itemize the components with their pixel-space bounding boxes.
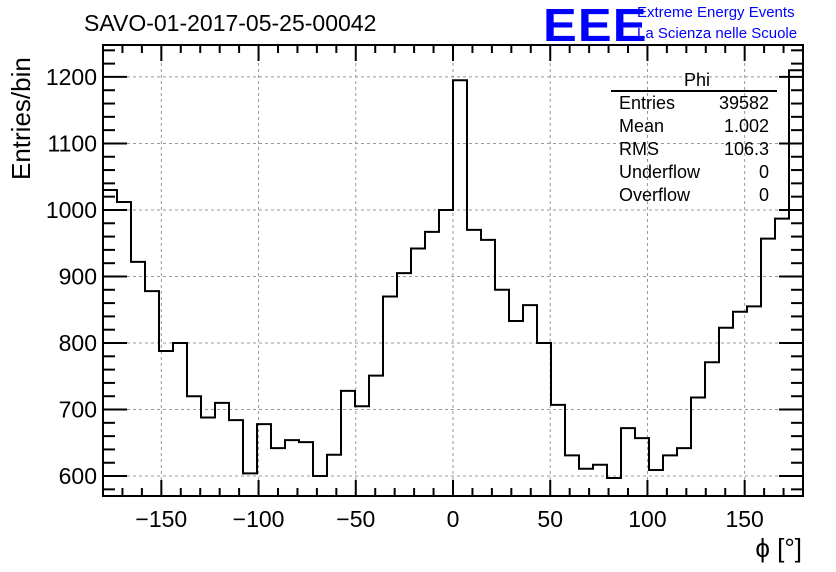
histogram-bin xyxy=(691,398,705,496)
histogram-bin xyxy=(537,343,551,496)
chart-title: SAVO-01-2017-05-25-00042 xyxy=(84,10,377,36)
logo-subtitle-1: Extreme Energy Events xyxy=(637,4,795,21)
y-axis-label: Entries/bin xyxy=(6,57,36,180)
stats-value: 0 xyxy=(758,162,769,182)
stats-label: Overflow xyxy=(619,185,691,205)
y-tick-label: 1100 xyxy=(48,130,97,156)
stats-row: Overflow 0 xyxy=(611,184,777,207)
histogram-bin xyxy=(117,202,131,496)
histogram-bin xyxy=(369,376,383,496)
stats-value: 0 xyxy=(758,185,769,205)
histogram-bin xyxy=(523,305,537,496)
histogram-bin xyxy=(719,328,733,496)
histogram-bin xyxy=(775,219,789,496)
stats-value: 1.002 xyxy=(723,116,769,136)
x-tick-label: −50 xyxy=(336,506,375,532)
x-tick-label: −100 xyxy=(233,506,285,532)
y-tick-label: 800 xyxy=(59,330,97,356)
histogram-bin xyxy=(425,232,439,496)
histogram-bin xyxy=(733,312,747,496)
x-tick-label: 150 xyxy=(725,506,763,532)
eee-logo: EEE xyxy=(543,0,648,51)
histogram-bin xyxy=(621,428,635,496)
x-tick-label: −150 xyxy=(135,506,187,532)
histogram-bin xyxy=(229,420,243,496)
y-tick-label: 1000 xyxy=(46,197,97,223)
histogram-bin xyxy=(565,455,579,496)
stats-row: Mean 1.002 xyxy=(611,115,777,138)
x-tick-label: 0 xyxy=(447,506,460,532)
histogram-bin xyxy=(677,448,691,496)
stats-label: Underflow xyxy=(619,162,701,182)
stats-value: 39582 xyxy=(718,93,769,113)
x-tick-label: 50 xyxy=(537,506,563,532)
histogram-bin xyxy=(705,362,719,496)
histogram-bin xyxy=(313,476,327,496)
histogram-bin xyxy=(299,442,313,496)
histogram-bin xyxy=(411,249,425,496)
histogram-bin xyxy=(593,465,607,496)
histogram-bin xyxy=(495,290,509,496)
histogram-bin xyxy=(481,240,495,496)
histogram-bin xyxy=(383,296,397,496)
histogram-bin xyxy=(159,351,173,496)
stats-row: Underflow 0 xyxy=(611,161,777,184)
histogram-bin xyxy=(551,405,565,496)
histogram-bin xyxy=(747,306,761,496)
histogram-bin xyxy=(453,80,467,496)
stats-value: 106.3 xyxy=(723,139,769,159)
histogram-bin xyxy=(201,418,215,496)
logo-subtitle-2: La Scienza nelle Scuole xyxy=(637,25,798,42)
stats-row: RMS 106.3 xyxy=(611,138,777,161)
histogram-bin xyxy=(397,273,411,496)
stats-label: Mean xyxy=(619,116,665,136)
x-axis-label: ϕ [°] xyxy=(755,533,802,563)
y-tick-label: 900 xyxy=(59,263,97,289)
histogram-bin xyxy=(467,230,481,496)
histogram-bin xyxy=(243,473,257,496)
y-tick-label: 600 xyxy=(59,463,97,489)
stats-label: RMS xyxy=(619,139,659,159)
histogram-bin xyxy=(341,391,355,496)
stats-title: Phi xyxy=(611,70,777,92)
histogram-bin xyxy=(327,455,341,496)
stats-label: Entries xyxy=(619,93,676,113)
histogram-bin xyxy=(355,406,369,496)
y-tick-label: 1200 xyxy=(46,64,97,90)
x-tick-label: 100 xyxy=(628,506,666,532)
histogram-bin xyxy=(649,470,663,496)
histogram-bin xyxy=(187,396,201,496)
histogram-bin xyxy=(173,343,187,496)
histogram-bin xyxy=(215,403,229,496)
histogram-bin xyxy=(509,321,523,496)
histogram-line xyxy=(103,69,803,480)
histogram-bin xyxy=(439,210,453,496)
histogram-bin xyxy=(789,70,803,496)
stats-row: Entries 39582 xyxy=(611,92,777,115)
histogram-bin xyxy=(285,440,299,496)
stats-box: Phi Entries 39582 Mean 1.002 RMS 106.3 Unde… xyxy=(611,70,777,207)
histogram-bin xyxy=(761,239,775,496)
histogram-bin xyxy=(663,455,677,496)
y-tick-label: 700 xyxy=(59,397,97,423)
histogram-bin xyxy=(579,469,593,496)
histogram-bin xyxy=(145,291,159,496)
histogram-bin xyxy=(131,262,145,496)
